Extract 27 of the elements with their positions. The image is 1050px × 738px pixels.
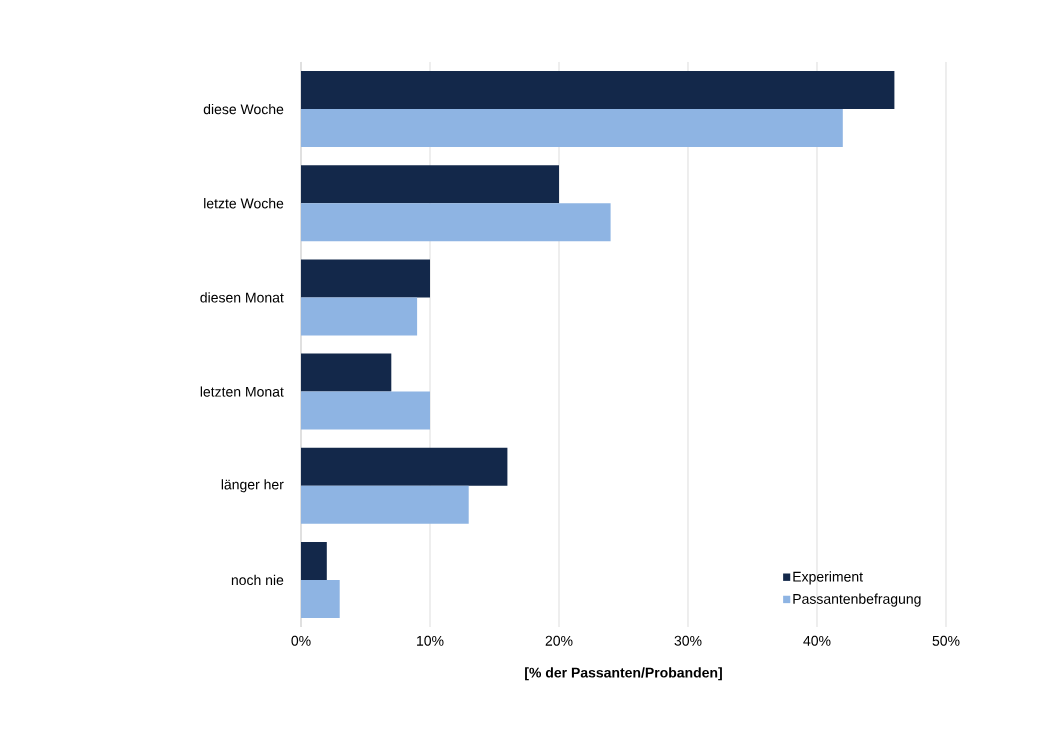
bar (301, 579, 340, 618)
y-tick-label: diese Woche (203, 103, 284, 115)
x-tick-label: 30% (674, 635, 702, 646)
x-tick-label: 20% (545, 635, 573, 646)
y-tick-label: letzten Monat (200, 386, 284, 397)
y-tick-label: noch nie (231, 574, 284, 586)
bar (301, 165, 559, 204)
bar (301, 447, 508, 486)
x-axis-title: [% der Passanten/Probanden] (525, 667, 722, 681)
x-tick-label: 50% (932, 635, 960, 646)
bar (301, 109, 843, 148)
legend-label: Experiment (793, 571, 863, 585)
bar (301, 353, 392, 392)
legend-label: Passantenbefragung (793, 593, 921, 607)
bar (301, 391, 431, 430)
x-tick-label: 40% (803, 635, 831, 646)
y-tick-label: länger her (221, 479, 284, 493)
bar (301, 297, 418, 336)
x-tick-label: 10% (417, 635, 444, 646)
bar (301, 71, 895, 110)
y-tick-label: letzte Woche (204, 198, 284, 209)
bar (301, 259, 431, 298)
bar (301, 485, 469, 524)
bar (301, 203, 611, 242)
bar (301, 541, 327, 580)
y-tick-label: diesen Monat (200, 292, 284, 303)
x-tick-label: 0% (291, 635, 311, 646)
